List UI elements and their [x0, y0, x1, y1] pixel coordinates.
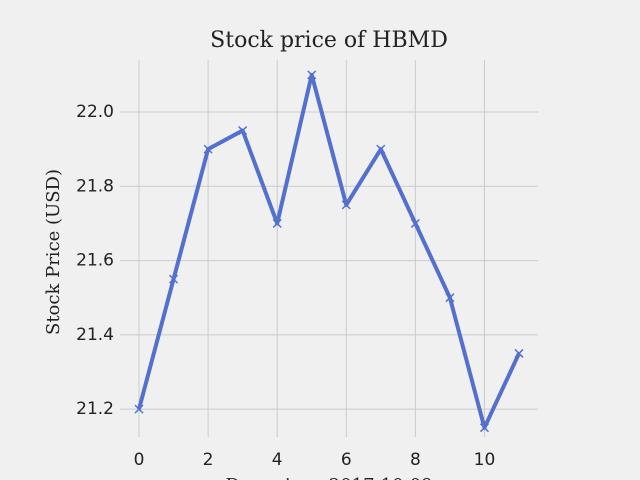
x-axis-label: Days since 2017-10-09 — [225, 475, 432, 480]
data-marker — [445, 293, 455, 303]
x-tick-label: 2 — [203, 450, 214, 470]
y-tick-label: 22.0 — [76, 102, 114, 122]
data-marker — [514, 348, 524, 358]
data-marker — [134, 404, 144, 414]
data-marker — [238, 126, 248, 136]
chart-title: Stock price of HBMD — [210, 28, 448, 53]
data-marker — [341, 200, 351, 210]
y-tick-label: 21.2 — [76, 399, 114, 419]
data-marker — [376, 144, 386, 154]
data-marker — [272, 218, 282, 228]
x-tick-label: 8 — [410, 450, 421, 470]
data-line — [137, 72, 521, 430]
data-marker — [479, 423, 489, 433]
data-marker — [203, 144, 213, 154]
y-tick-label: 21.8 — [76, 176, 114, 196]
y-axis-label: Stock Price (USD) — [43, 169, 64, 335]
y-tick-label: 21.4 — [76, 325, 114, 345]
y-tick-label: 21.6 — [76, 251, 114, 271]
data-marker — [307, 70, 317, 80]
data-marker — [169, 274, 179, 284]
x-tick-label: 6 — [341, 450, 352, 470]
x-tick-label: 10 — [474, 450, 496, 470]
x-tick-label: 0 — [134, 450, 145, 470]
data-marker — [410, 218, 420, 228]
x-tick-label: 4 — [272, 450, 283, 470]
